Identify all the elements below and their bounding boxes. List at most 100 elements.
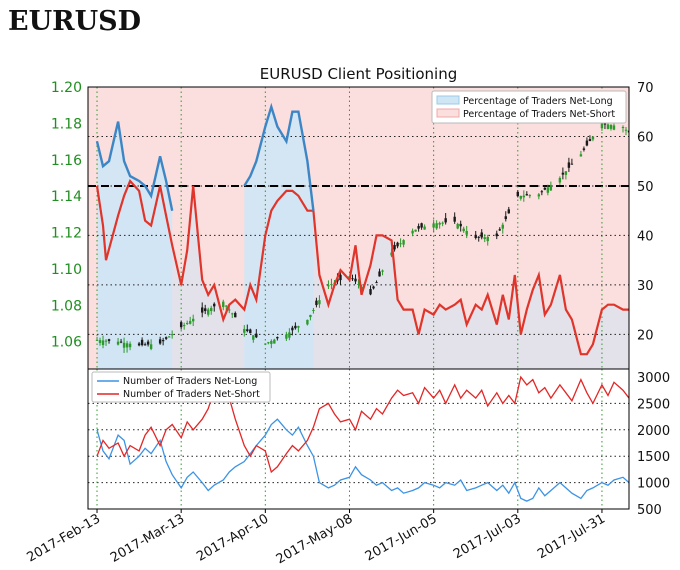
price-candle xyxy=(507,209,510,214)
price-candle xyxy=(600,123,604,129)
price-candle xyxy=(315,300,318,306)
price-candle xyxy=(294,325,297,329)
right-axis-tick: 70 xyxy=(637,81,654,96)
price-candle xyxy=(354,278,357,282)
page-title: EURUSD xyxy=(8,6,142,37)
price-candle xyxy=(170,334,174,336)
price-candle xyxy=(116,341,120,345)
bottom-right-axis-tick: 500 xyxy=(637,503,662,518)
price-candle xyxy=(609,124,613,129)
bottom-right-axis-tick: 3000 xyxy=(637,371,670,386)
price-candle xyxy=(231,313,234,315)
x-axis-tick: 2017-Mar-13 xyxy=(108,511,187,565)
price-candle xyxy=(273,339,276,344)
price-candle xyxy=(486,236,489,242)
price-candle xyxy=(522,195,526,198)
price-candle xyxy=(441,222,444,224)
price-candle xyxy=(104,340,108,342)
price-candle xyxy=(465,230,468,235)
price-candle xyxy=(98,340,102,343)
price-candle xyxy=(438,222,441,225)
price-candle xyxy=(252,335,255,340)
net-short-percentage-line xyxy=(95,178,629,356)
price-candle xyxy=(525,194,529,196)
price-candle xyxy=(453,216,456,222)
traders-net-long-line xyxy=(96,418,629,502)
chart-title: EURUSD Client Positioning xyxy=(260,65,458,83)
price-candle xyxy=(210,307,213,312)
price-candle xyxy=(101,340,105,346)
price-candle xyxy=(558,177,562,183)
price-candle xyxy=(372,286,375,289)
x-axis-tick: 2017-Jul-31 xyxy=(535,511,608,562)
price-candle xyxy=(462,228,465,232)
price-candle xyxy=(146,341,150,345)
bottom-right-axis-tick: 1000 xyxy=(637,477,670,492)
price-candle xyxy=(501,224,504,229)
price-candle xyxy=(582,148,586,150)
price-candle xyxy=(483,237,486,240)
price-candle xyxy=(143,344,147,346)
price-candle xyxy=(549,184,553,191)
price-candle xyxy=(588,139,592,142)
price-candle xyxy=(423,226,426,230)
legend-swatch-net-short xyxy=(436,108,460,118)
legend-label: Number of Traders Net-Long xyxy=(123,376,257,387)
right-axis-tick: 30 xyxy=(637,279,654,294)
price-candle xyxy=(213,303,216,307)
price-candle xyxy=(351,278,354,280)
price-candle xyxy=(288,332,291,338)
price-candle xyxy=(390,252,393,256)
price-candle xyxy=(182,325,186,327)
traders-net-short-line xyxy=(96,375,629,474)
price-candle xyxy=(179,322,183,328)
price-candle xyxy=(164,337,168,339)
price-candle xyxy=(579,154,583,157)
price-candle xyxy=(357,284,360,286)
price-candle xyxy=(309,314,312,318)
left-axis-tick: 1.16 xyxy=(51,153,82,169)
price-candle xyxy=(128,343,132,348)
bottom-right-axis-tick: 2500 xyxy=(637,397,670,412)
price-candle xyxy=(95,339,99,341)
price-candle xyxy=(140,339,144,346)
price-candle xyxy=(624,129,628,131)
x-axis-tick: 2017-Apr-10 xyxy=(194,511,271,564)
price-candle xyxy=(318,300,321,305)
price-candle xyxy=(432,223,435,228)
price-candle xyxy=(255,333,258,338)
right-axis-tick: 60 xyxy=(637,130,654,145)
price-candle xyxy=(456,223,459,229)
x-axis-tick: 2017-May-08 xyxy=(274,511,356,567)
price-candle xyxy=(330,284,333,286)
legend-label: Percentage of Traders Net-Long xyxy=(463,96,613,107)
price-candle xyxy=(528,195,532,197)
price-candle xyxy=(107,339,111,341)
price-candle xyxy=(185,322,189,324)
price-candle xyxy=(267,342,270,344)
price-candle xyxy=(480,232,483,238)
net-long-percentage-line xyxy=(243,102,315,211)
price-candle xyxy=(222,301,225,308)
price-candle xyxy=(225,305,228,307)
left-axis-tick: 1.10 xyxy=(51,262,82,278)
price-candle xyxy=(264,343,267,345)
right-axis-tick: 20 xyxy=(637,328,654,343)
price-candle xyxy=(399,243,402,245)
price-candle xyxy=(246,329,249,332)
left-axis-tick: 1.06 xyxy=(51,335,82,351)
price-candle xyxy=(339,274,342,281)
bottom-right-axis-tick: 1500 xyxy=(637,450,670,465)
price-candle xyxy=(378,271,381,277)
price-candle xyxy=(312,310,315,312)
price-candle xyxy=(420,223,423,228)
price-candle xyxy=(402,240,405,245)
price-candle xyxy=(125,343,129,348)
price-candle xyxy=(477,236,480,238)
price-candle xyxy=(291,327,294,331)
legend-label: Number of Traders Net-Short xyxy=(123,389,260,400)
price-candle xyxy=(396,242,399,247)
price-candle xyxy=(612,125,616,130)
price-candle xyxy=(201,307,204,313)
price-candle xyxy=(188,320,192,324)
